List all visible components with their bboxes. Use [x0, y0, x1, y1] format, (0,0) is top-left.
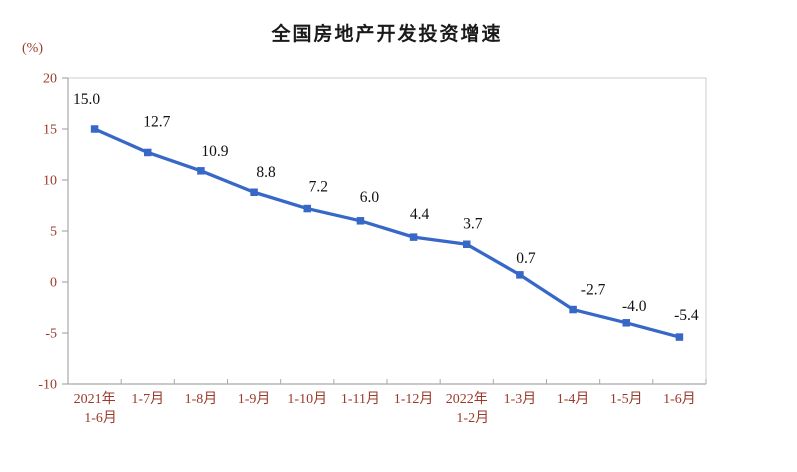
- data-point-marker: [303, 204, 311, 213]
- data-point-label: 6.0: [360, 189, 380, 206]
- data-line: [92, 127, 682, 339]
- data-point-marker: [463, 240, 471, 249]
- data-point-marker: [675, 333, 684, 341]
- data-point-label: 15.0: [73, 91, 100, 108]
- y-axis-tick-label: 0: [50, 276, 57, 291]
- x-axis-category-label: 1-6月: [663, 391, 696, 407]
- x-axis-category-label: 1-9月: [238, 391, 271, 407]
- y-axis-tick-label: 15: [43, 123, 57, 138]
- x-axis-category-label: 1-10月: [287, 391, 327, 407]
- data-point-label: 0.7: [516, 250, 536, 267]
- data-point-label: -5.4: [674, 307, 699, 324]
- data-point-marker: [356, 217, 365, 225]
- data-point-marker: [197, 167, 205, 175]
- data-point-label: -2.7: [581, 282, 606, 299]
- data-point-marker: [250, 188, 258, 196]
- data-point-marker: [622, 319, 630, 327]
- x-axis-category-label: 1-11月: [341, 391, 380, 407]
- data-point-label: 12.7: [143, 113, 170, 130]
- x-axis-category-label: 1-5月: [610, 391, 643, 407]
- x-axis-category-label: 2022年 1-2月: [446, 391, 489, 426]
- y-axis-tick-label: 5: [50, 225, 57, 240]
- y-axis-tick-label: -10: [38, 378, 57, 393]
- data-point-label: 8.8: [256, 164, 276, 181]
- x-axis-category-label: 1-7月: [131, 391, 164, 407]
- x-axis-category-label: 1-4月: [557, 391, 590, 407]
- data-point-label: 4.4: [410, 206, 430, 223]
- chart-title: 全国房地产开发投资增速: [271, 24, 503, 45]
- data-point-marker: [569, 305, 577, 314]
- data-point-label: 10.9: [201, 143, 228, 160]
- x-axis-category-label: 1-3月: [504, 391, 537, 407]
- x-axis-category-label: 1-8月: [185, 391, 218, 407]
- y-axis-unit-label: (%): [22, 41, 43, 56]
- x-axis-category-label: 1-12月: [394, 391, 434, 407]
- data-point-marker: [144, 148, 152, 157]
- data-point-marker: [516, 271, 524, 279]
- data-point-marker: [90, 125, 99, 133]
- data-point-label: -4.0: [622, 298, 647, 315]
- data-point-label: 7.2: [309, 179, 328, 196]
- y-axis-tick-label: 20: [43, 72, 57, 87]
- y-axis-tick-label: -5: [45, 327, 57, 342]
- y-axis-tick-label: 10: [43, 174, 57, 189]
- x-axis-category-label: 2021年 1-6月: [74, 391, 117, 426]
- data-point-label: 3.7: [463, 215, 483, 232]
- data-point-marker: [409, 233, 418, 241]
